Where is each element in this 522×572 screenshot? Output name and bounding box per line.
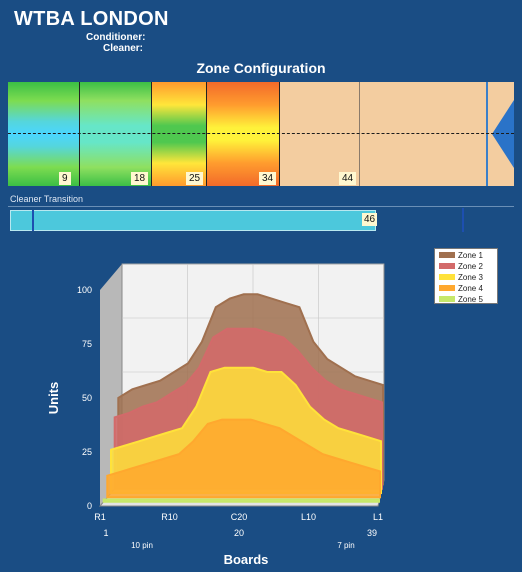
cleaner-transition-label: Cleaner Transition xyxy=(10,194,84,204)
legend-item: Zone 2 xyxy=(439,261,497,271)
y-axis-label: Units xyxy=(46,382,61,415)
chart-axes: 0 25 50 75 100 R1 R10 C20 L10 L1 1 20 39 10 pin 7 pin xyxy=(77,285,383,550)
zone-configuration-title: Zone Configuration xyxy=(196,60,326,76)
board-number-label: 20 xyxy=(234,528,244,538)
x-tick-label: C20 xyxy=(231,512,248,522)
y-tick-label: 100 xyxy=(77,285,92,295)
zone-4-segment[interactable] xyxy=(207,82,280,186)
legend-label: Zone 5 xyxy=(458,294,483,304)
legend-item: Zone 4 xyxy=(439,283,497,293)
zone-marker-5: 44 xyxy=(339,172,357,185)
pin-deck-area xyxy=(488,82,514,186)
lane-center-line xyxy=(8,133,514,134)
zone-marker-4: 34 xyxy=(259,172,277,185)
x-tick-label: L10 xyxy=(301,512,316,522)
legend-swatch xyxy=(439,285,455,291)
zone-marker-3: 25 xyxy=(186,172,204,185)
board-number-label: 39 xyxy=(367,528,377,538)
pin-label: 7 pin xyxy=(337,541,354,550)
legend-label: Zone 3 xyxy=(458,272,483,282)
y-tick-label: 25 xyxy=(82,447,92,457)
y-tick-label: 0 xyxy=(87,501,92,511)
cleaner-transition-bar[interactable] xyxy=(10,210,376,231)
pin-label: 10 pin xyxy=(131,541,153,550)
zone-2-segment[interactable] xyxy=(80,82,152,186)
legend-swatch xyxy=(439,263,455,269)
conditioner-label: Conditioner: xyxy=(86,32,146,43)
zone-6-segment[interactable] xyxy=(360,82,488,186)
zone-5-segment[interactable] xyxy=(280,82,360,186)
y-tick-label: 75 xyxy=(82,339,92,349)
cleaner-transition-value: 46 xyxy=(362,213,378,226)
x-axis-label: Boards xyxy=(224,552,269,567)
cleaner-start-handle[interactable] xyxy=(32,210,34,231)
legend-label: Zone 1 xyxy=(458,250,483,260)
zone-3-segment[interactable] xyxy=(152,82,207,186)
legend-item: Zone 5 xyxy=(439,294,497,304)
legend-item: Zone 1 xyxy=(439,250,497,260)
app-title: WTBA LONDON xyxy=(14,8,169,30)
legend-swatch xyxy=(439,274,455,280)
x-tick-label: R1 xyxy=(94,512,106,522)
zone-1-segment[interactable] xyxy=(8,82,80,186)
legend-swatch xyxy=(439,252,455,258)
zone-marker-1: 9 xyxy=(59,172,71,185)
lane-zone-strip[interactable]: 9 18 25 34 44 xyxy=(8,82,514,186)
divider xyxy=(8,206,514,207)
legend-label: Zone 2 xyxy=(458,261,483,271)
x-tick-label: R10 xyxy=(161,512,178,522)
chart-areas xyxy=(102,293,384,503)
pin-deck-triangle-icon xyxy=(492,100,514,168)
board-number-label: 1 xyxy=(103,528,108,538)
area-series-4 xyxy=(106,418,381,499)
cleaner-end-handle[interactable] xyxy=(462,208,464,232)
x-tick-label: L1 xyxy=(373,512,383,522)
zone-marker-2: 18 xyxy=(131,172,149,185)
cleaner-label: Cleaner: xyxy=(103,43,144,54)
chart-legend: Zone 1 Zone 2 Zone 3 Zone 4 Zone 5 xyxy=(434,248,498,304)
y-tick-label: 50 xyxy=(82,393,92,403)
legend-swatch xyxy=(439,296,455,302)
legend-item: Zone 3 xyxy=(439,272,497,282)
legend-label: Zone 4 xyxy=(458,283,483,293)
area-series-5 xyxy=(102,498,380,503)
